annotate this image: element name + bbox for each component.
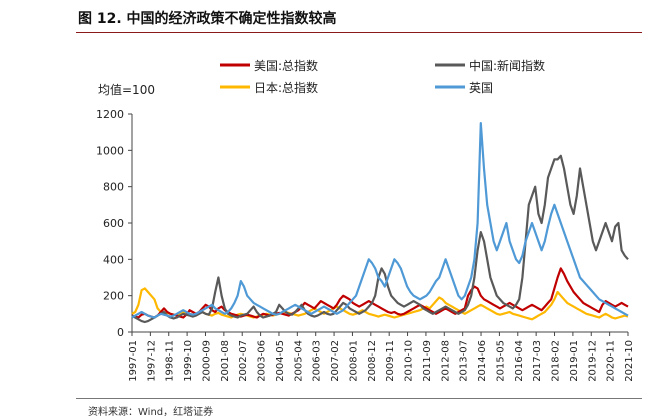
x-tick-label: 2009-11 <box>385 340 396 382</box>
x-tick-label: 2011-09 <box>422 340 433 382</box>
x-tick-label: 2010-10 <box>404 340 415 382</box>
x-tick-label: 1998-11 <box>165 340 176 382</box>
x-tick-label: 2016-04 <box>514 340 525 382</box>
x-tick-label: 2017-03 <box>532 340 543 382</box>
x-tick-label: 2019-12 <box>587 340 598 382</box>
axes: 0 200 400 600 800 1000 1200 1997-01 1997-12 1998-… <box>96 108 635 382</box>
y-tick-label: 400 <box>103 253 124 266</box>
y-tick-label: 200 <box>103 290 124 303</box>
x-tick-label: 1999-10 <box>183 340 194 382</box>
y-tick-label: 1200 <box>96 108 124 121</box>
x-tick-label: 2019-01 <box>569 340 580 382</box>
x-tick-label: 1997-12 <box>146 340 157 382</box>
legend-label-us: 美国:总指数 <box>254 58 318 73</box>
x-tick-label: 1997-01 <box>128 340 139 382</box>
source-rule <box>76 398 642 399</box>
legend: 美国:总指数 日本:总指数 中国:新闻指数 英国 <box>220 58 545 95</box>
series-line-china <box>132 156 628 322</box>
legend-label-china: 中国:新闻指数 <box>469 58 545 73</box>
x-tick-label: 2002-07 <box>238 340 249 382</box>
x-tick-label: 2018-02 <box>551 340 562 382</box>
x-tick-label: 2007-02 <box>330 340 341 382</box>
chart: 美国:总指数 日本:总指数 中国:新闻指数 英国 均值=100 0 200 400 6… <box>0 0 654 419</box>
x-tick-label: 2004-05 <box>275 340 286 382</box>
legend-label-japan: 日本:总指数 <box>254 80 318 95</box>
y-tick-label: 800 <box>103 181 124 194</box>
y-tick-label: 0 <box>117 326 124 339</box>
y-tick-label: 600 <box>103 217 124 230</box>
x-tick-label: 2013-07 <box>459 340 470 382</box>
source-note: 资料来源：Wind，红塔证券 <box>88 403 213 418</box>
x-tick-label: 2008-01 <box>348 340 359 382</box>
x-tick-label: 2006-03 <box>312 340 323 382</box>
x-tick-label: 2015-05 <box>495 340 506 382</box>
x-tick-label: 2008-12 <box>367 340 378 382</box>
x-tick-label: 2003-06 <box>257 340 268 382</box>
legend-label-uk: 英国 <box>469 81 493 95</box>
y-tick-label: 1000 <box>96 144 124 157</box>
x-tick-label: 2005-04 <box>293 340 304 382</box>
unit-label: 均值=100 <box>98 82 155 97</box>
x-tick-label: 2012-08 <box>440 340 451 382</box>
series-layer <box>132 123 628 322</box>
x-tick-label: 2001-08 <box>220 340 231 382</box>
x-tick-label: 2021-10 <box>624 340 635 382</box>
x-tick-label: 2020-11 <box>606 340 617 382</box>
x-tick-label: 2000-09 <box>201 340 212 382</box>
x-tick-label: 2014-06 <box>477 340 488 382</box>
